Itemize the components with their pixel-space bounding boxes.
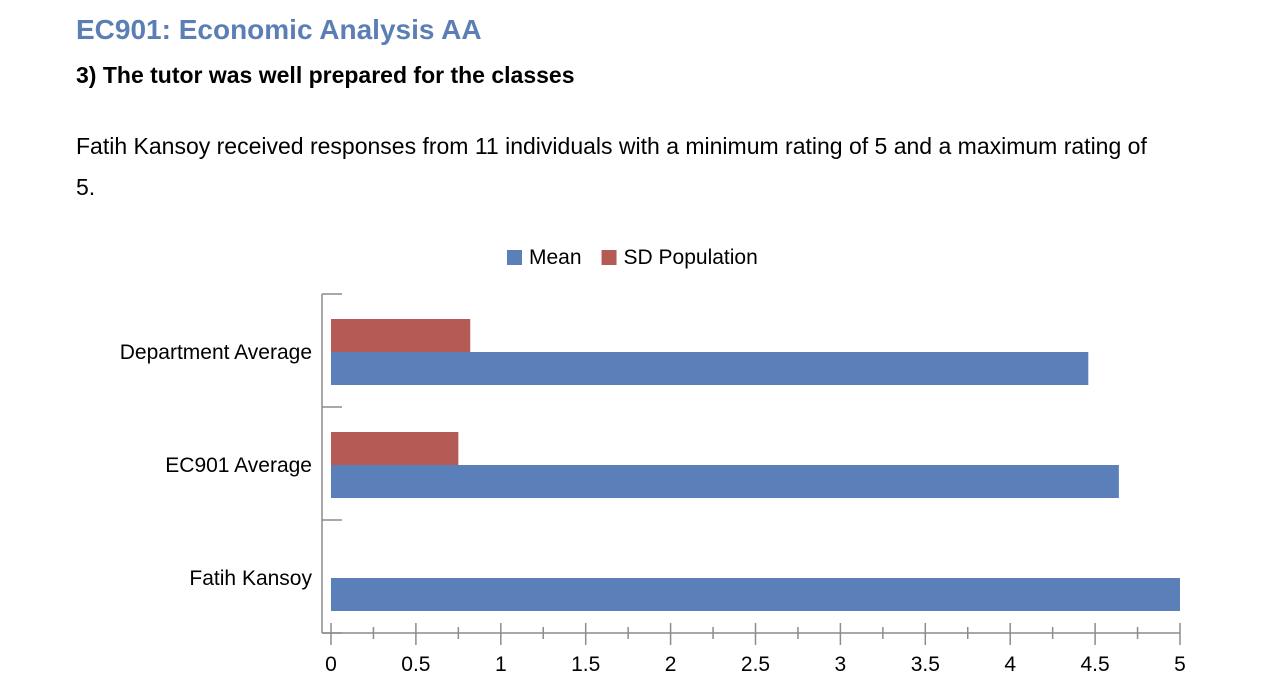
bar-sd-population [331, 319, 471, 352]
chart-bars [331, 319, 1180, 611]
legend-swatch [507, 250, 522, 265]
x-tick-label: 1 [495, 653, 507, 676]
legend-label: Mean [529, 246, 582, 269]
bar-mean [331, 465, 1119, 498]
x-tick-label: 4.5 [1080, 653, 1109, 676]
horizontal-bar-chart: Mean SD Population Department Average EC90… [120, 246, 1186, 676]
page-title: EC901: Economic Analysis AA [76, 14, 482, 45]
x-tick-label: 3 [835, 653, 847, 676]
question-heading: 3) The tutor was well prepared for the c… [76, 62, 575, 88]
category-label: EC901 Average [165, 454, 312, 477]
x-tick-label: 1.5 [571, 653, 600, 676]
x-tick-label: 5 [1174, 653, 1186, 676]
legend-swatch [601, 250, 617, 265]
x-tick-label: 3.5 [911, 653, 940, 676]
chart-legend: Mean SD Population [507, 246, 758, 269]
x-tick-label: 0 [325, 653, 337, 676]
legend-label: SD Population [624, 246, 758, 269]
x-tick-label: 2.5 [741, 653, 770, 676]
x-tick-label: 4 [1004, 653, 1016, 676]
category-label: Department Average [120, 341, 312, 364]
x-tick-label: 2 [665, 653, 677, 676]
response-summary: Fatih Kansoy received responses from 11 … [76, 133, 1147, 200]
bar-mean [331, 578, 1180, 611]
bar-mean [331, 352, 1089, 385]
bar-sd-population [331, 432, 459, 465]
category-label: Fatih Kansoy [189, 567, 312, 590]
x-tick-label: 0.5 [401, 653, 430, 676]
chart-axes: Department Average EC901 Average Fatih Kan… [120, 293, 1186, 676]
